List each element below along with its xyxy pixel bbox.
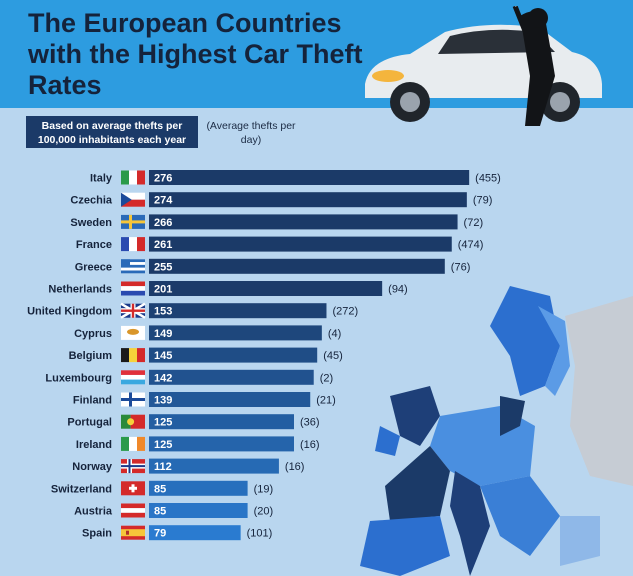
bar-value-label: 85	[154, 506, 166, 518]
page-title: The European Countries with the Highest …	[28, 8, 363, 100]
category-label: Netherlands	[48, 284, 112, 296]
flag-sweden-icon	[121, 214, 145, 229]
flag-czechia-icon	[121, 192, 145, 207]
category-label: Norway	[72, 461, 113, 473]
bar	[149, 325, 322, 341]
per-day-label: (4)	[328, 328, 341, 340]
chart-note: (Average thefts per day)	[206, 120, 296, 146]
category-label: Sweden	[70, 217, 112, 229]
per-day-label: (455)	[475, 173, 501, 185]
category-label: Spain	[82, 528, 112, 540]
per-day-label: (76)	[451, 261, 471, 273]
bar-value-label: 142	[154, 372, 172, 384]
bar-value-label: 274	[154, 195, 173, 207]
bar	[149, 392, 311, 407]
flag-cyprus-icon	[121, 325, 145, 340]
bar	[149, 480, 248, 496]
per-day-label: (272)	[332, 306, 358, 318]
bar-value-label: 255	[154, 261, 172, 273]
per-day-label: (20)	[254, 506, 274, 518]
flag-norway-icon	[121, 459, 145, 474]
bar	[149, 503, 248, 518]
category-label: Finland	[73, 395, 112, 407]
bar	[149, 347, 318, 363]
per-day-label: (72)	[464, 217, 484, 229]
flag-luxembourg-icon	[121, 370, 145, 385]
bar	[149, 525, 241, 541]
category-label: Austria	[74, 506, 113, 518]
bar-value-label: 112	[154, 461, 172, 473]
per-day-label: (19)	[254, 483, 274, 495]
bar-value-label: 85	[154, 483, 166, 495]
bar-value-label: 125	[154, 417, 172, 429]
bar	[149, 369, 314, 385]
bar-value-label: 79	[154, 528, 166, 540]
europe-map-illustration	[360, 286, 633, 576]
category-label: Cyprus	[74, 328, 112, 340]
flag-italy-icon	[121, 170, 145, 185]
category-label: Greece	[75, 261, 112, 273]
bar	[149, 236, 452, 252]
per-day-label: (79)	[473, 195, 493, 207]
bar-value-label: 276	[154, 173, 172, 185]
flag-switzerland-icon	[121, 481, 145, 496]
per-day-label: (2)	[320, 372, 333, 384]
bar	[149, 281, 383, 296]
bar-value-label: 149	[154, 328, 172, 340]
category-label: Belgium	[69, 350, 113, 362]
bar	[149, 436, 294, 452]
flag-finland-icon	[121, 392, 145, 407]
bar	[149, 258, 445, 274]
bar-value-label: 145	[154, 350, 172, 362]
bar	[149, 303, 327, 319]
flag-belgium-icon	[121, 348, 145, 363]
per-day-label: (94)	[388, 284, 408, 296]
per-day-label: (16)	[300, 439, 320, 451]
bar-value-label: 153	[154, 306, 172, 318]
car-thief-illustration	[365, 6, 602, 127]
category-label: Ireland	[76, 439, 112, 451]
bar	[149, 170, 470, 185]
flag-portugal-icon	[121, 414, 145, 429]
category-label: Switzerland	[51, 483, 112, 495]
bar	[149, 214, 458, 230]
flag-netherlands-icon	[121, 281, 145, 296]
bar-value-label: 139	[154, 395, 172, 407]
flag-france-icon	[121, 237, 145, 252]
bar-value-label: 266	[154, 217, 172, 229]
bar	[149, 192, 467, 208]
flag-ireland-icon	[121, 436, 145, 451]
category-label: Czechia	[70, 195, 112, 207]
category-label: United Kingdom	[27, 306, 112, 318]
bar-value-label: 261	[154, 239, 172, 251]
bar-value-label: 125	[154, 439, 172, 451]
category-label: France	[76, 239, 112, 251]
bar-value-label: 201	[154, 284, 172, 296]
per-day-label: (45)	[323, 350, 343, 362]
per-day-label: (36)	[300, 417, 320, 429]
bar	[149, 458, 279, 474]
category-label: Luxembourg	[45, 372, 112, 384]
per-day-label: (16)	[285, 461, 305, 473]
category-label: Portugal	[67, 417, 112, 429]
per-day-label: (101)	[247, 528, 273, 540]
per-day-label: (21)	[316, 395, 336, 407]
bar	[149, 414, 294, 430]
chart-subtitle: Based on average thefts per 100,000 inha…	[26, 116, 198, 148]
per-day-label: (474)	[458, 239, 484, 251]
flag-austria-icon	[121, 503, 145, 518]
category-label: Italy	[90, 173, 113, 185]
flag-spain-icon	[121, 525, 145, 540]
flag-united-kingdom-icon	[120, 302, 146, 319]
flag-greece-icon	[121, 259, 145, 274]
